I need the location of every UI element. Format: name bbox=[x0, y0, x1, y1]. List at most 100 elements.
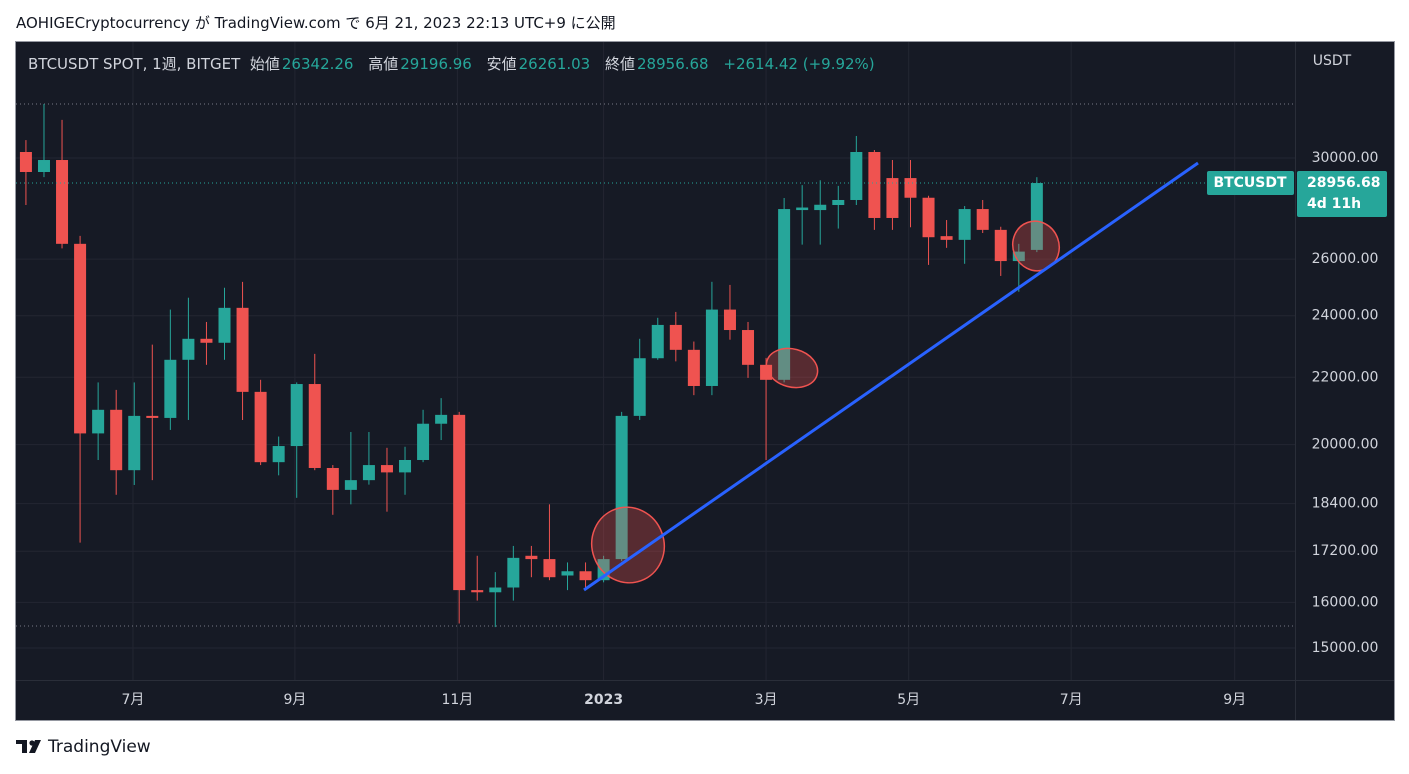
candle-body bbox=[164, 359, 177, 418]
candle-body bbox=[904, 178, 917, 198]
y-tick-label: 30000.00 bbox=[1312, 150, 1379, 166]
x-tick-label: 9月 bbox=[1223, 692, 1246, 708]
candle-body bbox=[254, 391, 267, 463]
ohlc-value: 26261.03 bbox=[518, 55, 591, 73]
candle-body bbox=[362, 465, 375, 481]
ohlc-label: 始値 bbox=[249, 55, 280, 73]
candle-body bbox=[110, 409, 123, 471]
candle-body bbox=[200, 338, 213, 343]
publish-header: AOHIGECryptocurrency が TradingView.com で… bbox=[16, 14, 616, 32]
candle-body bbox=[615, 415, 628, 560]
candle-body bbox=[832, 199, 845, 206]
candle-body bbox=[236, 307, 249, 392]
candle-body bbox=[399, 459, 412, 473]
candle-body bbox=[92, 409, 105, 434]
ohlc-value: 29196.96 bbox=[400, 55, 472, 73]
candle-body bbox=[525, 555, 538, 560]
ohlc-label: 高値 bbox=[368, 55, 399, 73]
candle-body bbox=[308, 384, 321, 468]
candle-body bbox=[507, 557, 520, 588]
candle-body bbox=[19, 151, 32, 172]
axes: 15000.00 16000.00 17200.00 18400.00 20000.00… bbox=[122, 150, 1379, 708]
candle-body bbox=[778, 209, 791, 380]
y-tick-label: 18400.00 bbox=[1312, 496, 1379, 512]
y-tick-label: 24000.00 bbox=[1312, 308, 1379, 324]
x-tick-label: 7月 bbox=[122, 692, 145, 708]
candle-body bbox=[489, 587, 502, 593]
y-tick-label: 26000.00 bbox=[1312, 251, 1379, 267]
candle-body bbox=[128, 415, 141, 471]
price-tag: BTCUSDT 28956.68 4d 11h bbox=[16, 171, 1387, 218]
change-label: +2614.42 (+9.92%) bbox=[723, 55, 875, 73]
candle-body bbox=[344, 480, 357, 490]
chart-panel bbox=[15, 41, 1395, 721]
x-tick-label: 3月 bbox=[755, 692, 778, 708]
candle-body bbox=[74, 243, 87, 434]
y-tick-label: 15000.00 bbox=[1312, 640, 1379, 656]
y-tick-label: 20000.00 bbox=[1312, 437, 1379, 453]
candle-body bbox=[886, 178, 899, 218]
candle-body bbox=[218, 307, 231, 343]
candle-body bbox=[146, 415, 159, 418]
x-tick-label: 5月 bbox=[897, 692, 920, 708]
footer-brand: TradingView bbox=[48, 737, 151, 757]
candle-body bbox=[56, 160, 69, 244]
trend-line bbox=[583, 161, 1199, 592]
y-tick-label: 16000.00 bbox=[1312, 594, 1379, 610]
candle-body bbox=[850, 151, 863, 200]
candle-body bbox=[290, 384, 303, 447]
ohlc-label: 安値 bbox=[486, 55, 517, 73]
candle-body bbox=[940, 236, 953, 240]
candle-body bbox=[742, 330, 755, 365]
candle-body bbox=[868, 151, 881, 218]
ohlc-label: 終値 bbox=[605, 55, 636, 73]
ohlc-value: 26342.26 bbox=[281, 55, 354, 73]
candle-body bbox=[37, 160, 50, 172]
candle-body bbox=[1012, 251, 1025, 262]
x-tick-label: 11月 bbox=[441, 692, 473, 708]
candle-body bbox=[182, 338, 195, 360]
x-tick-label: 9月 bbox=[283, 692, 306, 708]
x-tick-label: 2023 bbox=[584, 692, 623, 708]
candle-body bbox=[922, 197, 935, 238]
candle-body bbox=[579, 571, 592, 581]
candle-body bbox=[543, 559, 556, 578]
candles bbox=[19, 104, 1043, 628]
tradingview-logo bbox=[16, 740, 41, 753]
ohlc-value: 28956.68 bbox=[637, 55, 709, 73]
price-tag-box bbox=[1297, 171, 1387, 218]
candle-body bbox=[471, 590, 484, 593]
candle-body bbox=[994, 229, 1007, 262]
candle-body bbox=[723, 309, 736, 331]
candle-body bbox=[814, 204, 827, 211]
candle-body bbox=[705, 309, 718, 386]
y-tick-label: 22000.00 bbox=[1312, 369, 1379, 385]
candle-body bbox=[976, 209, 989, 230]
highlight-ellipse bbox=[765, 347, 819, 389]
price-tag-value: 28956.68 bbox=[1307, 175, 1381, 191]
candle-body bbox=[453, 414, 466, 591]
candle-body bbox=[651, 324, 664, 359]
candle-body bbox=[417, 423, 430, 460]
candle-body bbox=[687, 349, 700, 386]
candle-body bbox=[326, 467, 339, 490]
symbol-tag-box bbox=[1207, 171, 1294, 196]
candle-body bbox=[633, 358, 646, 416]
footer: TradingView bbox=[16, 737, 151, 757]
candle-body bbox=[435, 414, 448, 424]
candle-body bbox=[561, 571, 574, 576]
candle-body bbox=[380, 465, 393, 473]
candle-body bbox=[1030, 183, 1043, 250]
symbol-legend: BTCUSDT SPOT, 1週, BITGET 始値 26342.26 高値 29… bbox=[28, 53, 885, 74]
highlight-ellipse bbox=[591, 506, 665, 584]
candle-body bbox=[760, 364, 773, 380]
currency-label: USDT bbox=[1313, 53, 1352, 69]
symbol-label: BTCUSDT SPOT, 1週, BITGET bbox=[28, 55, 241, 73]
candle-body bbox=[272, 446, 285, 463]
price-tag-countdown: 4d 11h bbox=[1307, 196, 1361, 212]
candle-body bbox=[669, 324, 682, 350]
candle-body bbox=[958, 209, 971, 240]
candle-body bbox=[796, 207, 809, 211]
